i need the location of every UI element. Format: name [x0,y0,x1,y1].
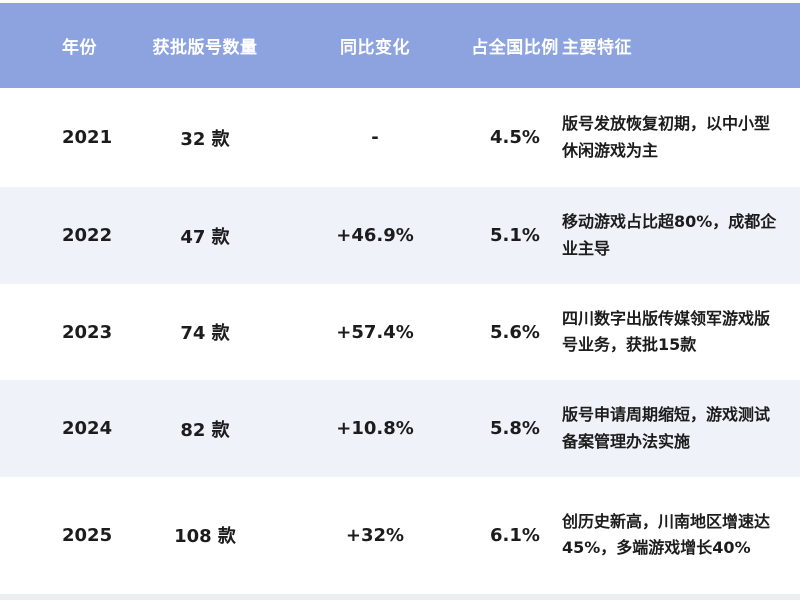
share-cell: 4.5% [490,127,540,148]
features-cell: 版号发放恢复初期，以中小型休闲游戏为主 [562,114,771,160]
year-cell: 2025 [62,524,113,546]
change-cell: +57.4% [336,321,414,343]
table-row: 2022 47 款 +46.9% 5.1% 移动游戏占比超80%，成都企业主导 [0,187,800,284]
share-cell: 5.8% [490,418,540,439]
features-cell: 创历史新高，川南地区增速达45%，多端游戏增长40% [562,511,771,557]
next-band-edge [0,594,800,600]
features-cell: 四川数字出版传媒领军游戏版号业务，获批15款 [562,308,771,354]
column-header-year: 年份 [62,38,97,58]
share-cell: 5.1% [490,225,540,246]
column-header-count: 获批版号数量 [152,38,258,58]
features-cell: 版号申请周期缩短，游戏测试备案管理办法实施 [562,405,771,451]
count-cell: 47 款 [180,226,230,248]
column-header-change: 同比变化 [340,38,410,58]
count-cell: 82 款 [180,419,230,441]
table-row: 2025 108 款 +32% 6.1% 创历史新高，川南地区增速达45%，多端… [0,477,800,593]
table-row: 2024 82 款 +10.8% 5.8% 版号申请周期缩短，游戏测试备案管理办… [0,380,800,477]
year-cell: 2024 [62,418,113,439]
change-cell: +32% [345,524,405,546]
column-header-features: 主要特征 [562,38,632,58]
top-edge-sliver [0,0,800,3]
year-cell: 2022 [62,225,113,246]
count-cell: 32 款 [180,128,230,150]
year-cell: 2023 [62,321,113,343]
share-cell: 6.1% [490,524,540,546]
table-body: 2021 32 款 - 4.5% 版号发放恢复初期，以中小型休闲游戏为主 202… [0,88,800,593]
column-header-share: 占全国比例 [471,38,559,58]
year-cell: 2021 [62,127,113,148]
change-cell: - [371,127,379,148]
count-cell: 74 款 [180,323,230,344]
change-cell: +10.8% [336,418,414,439]
features-cell: 移动游戏占比超80%，成都企业主导 [562,212,777,258]
share-cell: 5.6% [490,321,540,343]
table-row: 2023 74 款 +57.4% 5.6% 四川数字出版传媒领军游戏版号业务，获… [0,284,800,380]
count-cell: 108 款 [174,526,236,547]
table-header-row: 年份 获批版号数量 同比变化 占全国比例 主要特征 [0,3,800,88]
table-row: 2021 32 款 - 4.5% 版号发放恢复初期，以中小型休闲游戏为主 [0,88,800,187]
change-cell: +46.9% [336,225,414,246]
